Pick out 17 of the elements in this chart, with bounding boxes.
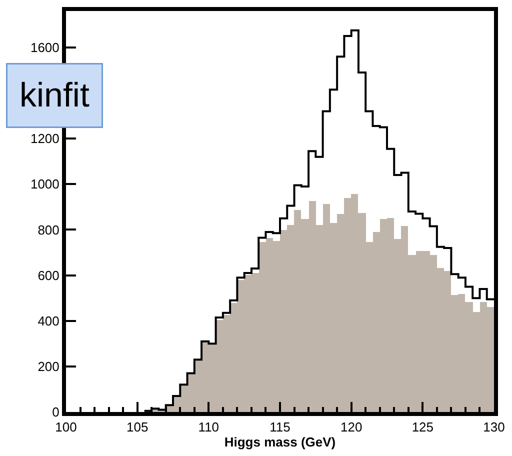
y-tick-label: 1600 [30, 40, 60, 55]
x-tick-label: 105 [126, 420, 148, 435]
x-tick-label: 115 [270, 420, 290, 435]
y-tick-label: 1000 [30, 176, 60, 192]
y-tick-label: 400 [38, 313, 60, 328]
y-tick-label: 200 [38, 358, 60, 374]
x-tick-label: 110 [198, 420, 220, 435]
y-tick-label: 800 [38, 222, 60, 238]
x-tick-label: 120 [340, 420, 362, 435]
x-tick-label: 130 [483, 420, 505, 435]
y-tick-label: 1200 [30, 131, 60, 146]
annotation: kinfit [20, 76, 90, 114]
x-axis-title: Higgs mass (GeV) [224, 434, 336, 450]
y-tick-label: 600 [38, 268, 60, 283]
y-tick-label: 0 [52, 404, 60, 420]
x-tick-label: 125 [412, 420, 434, 435]
x-tick-label: 100 [55, 420, 77, 435]
